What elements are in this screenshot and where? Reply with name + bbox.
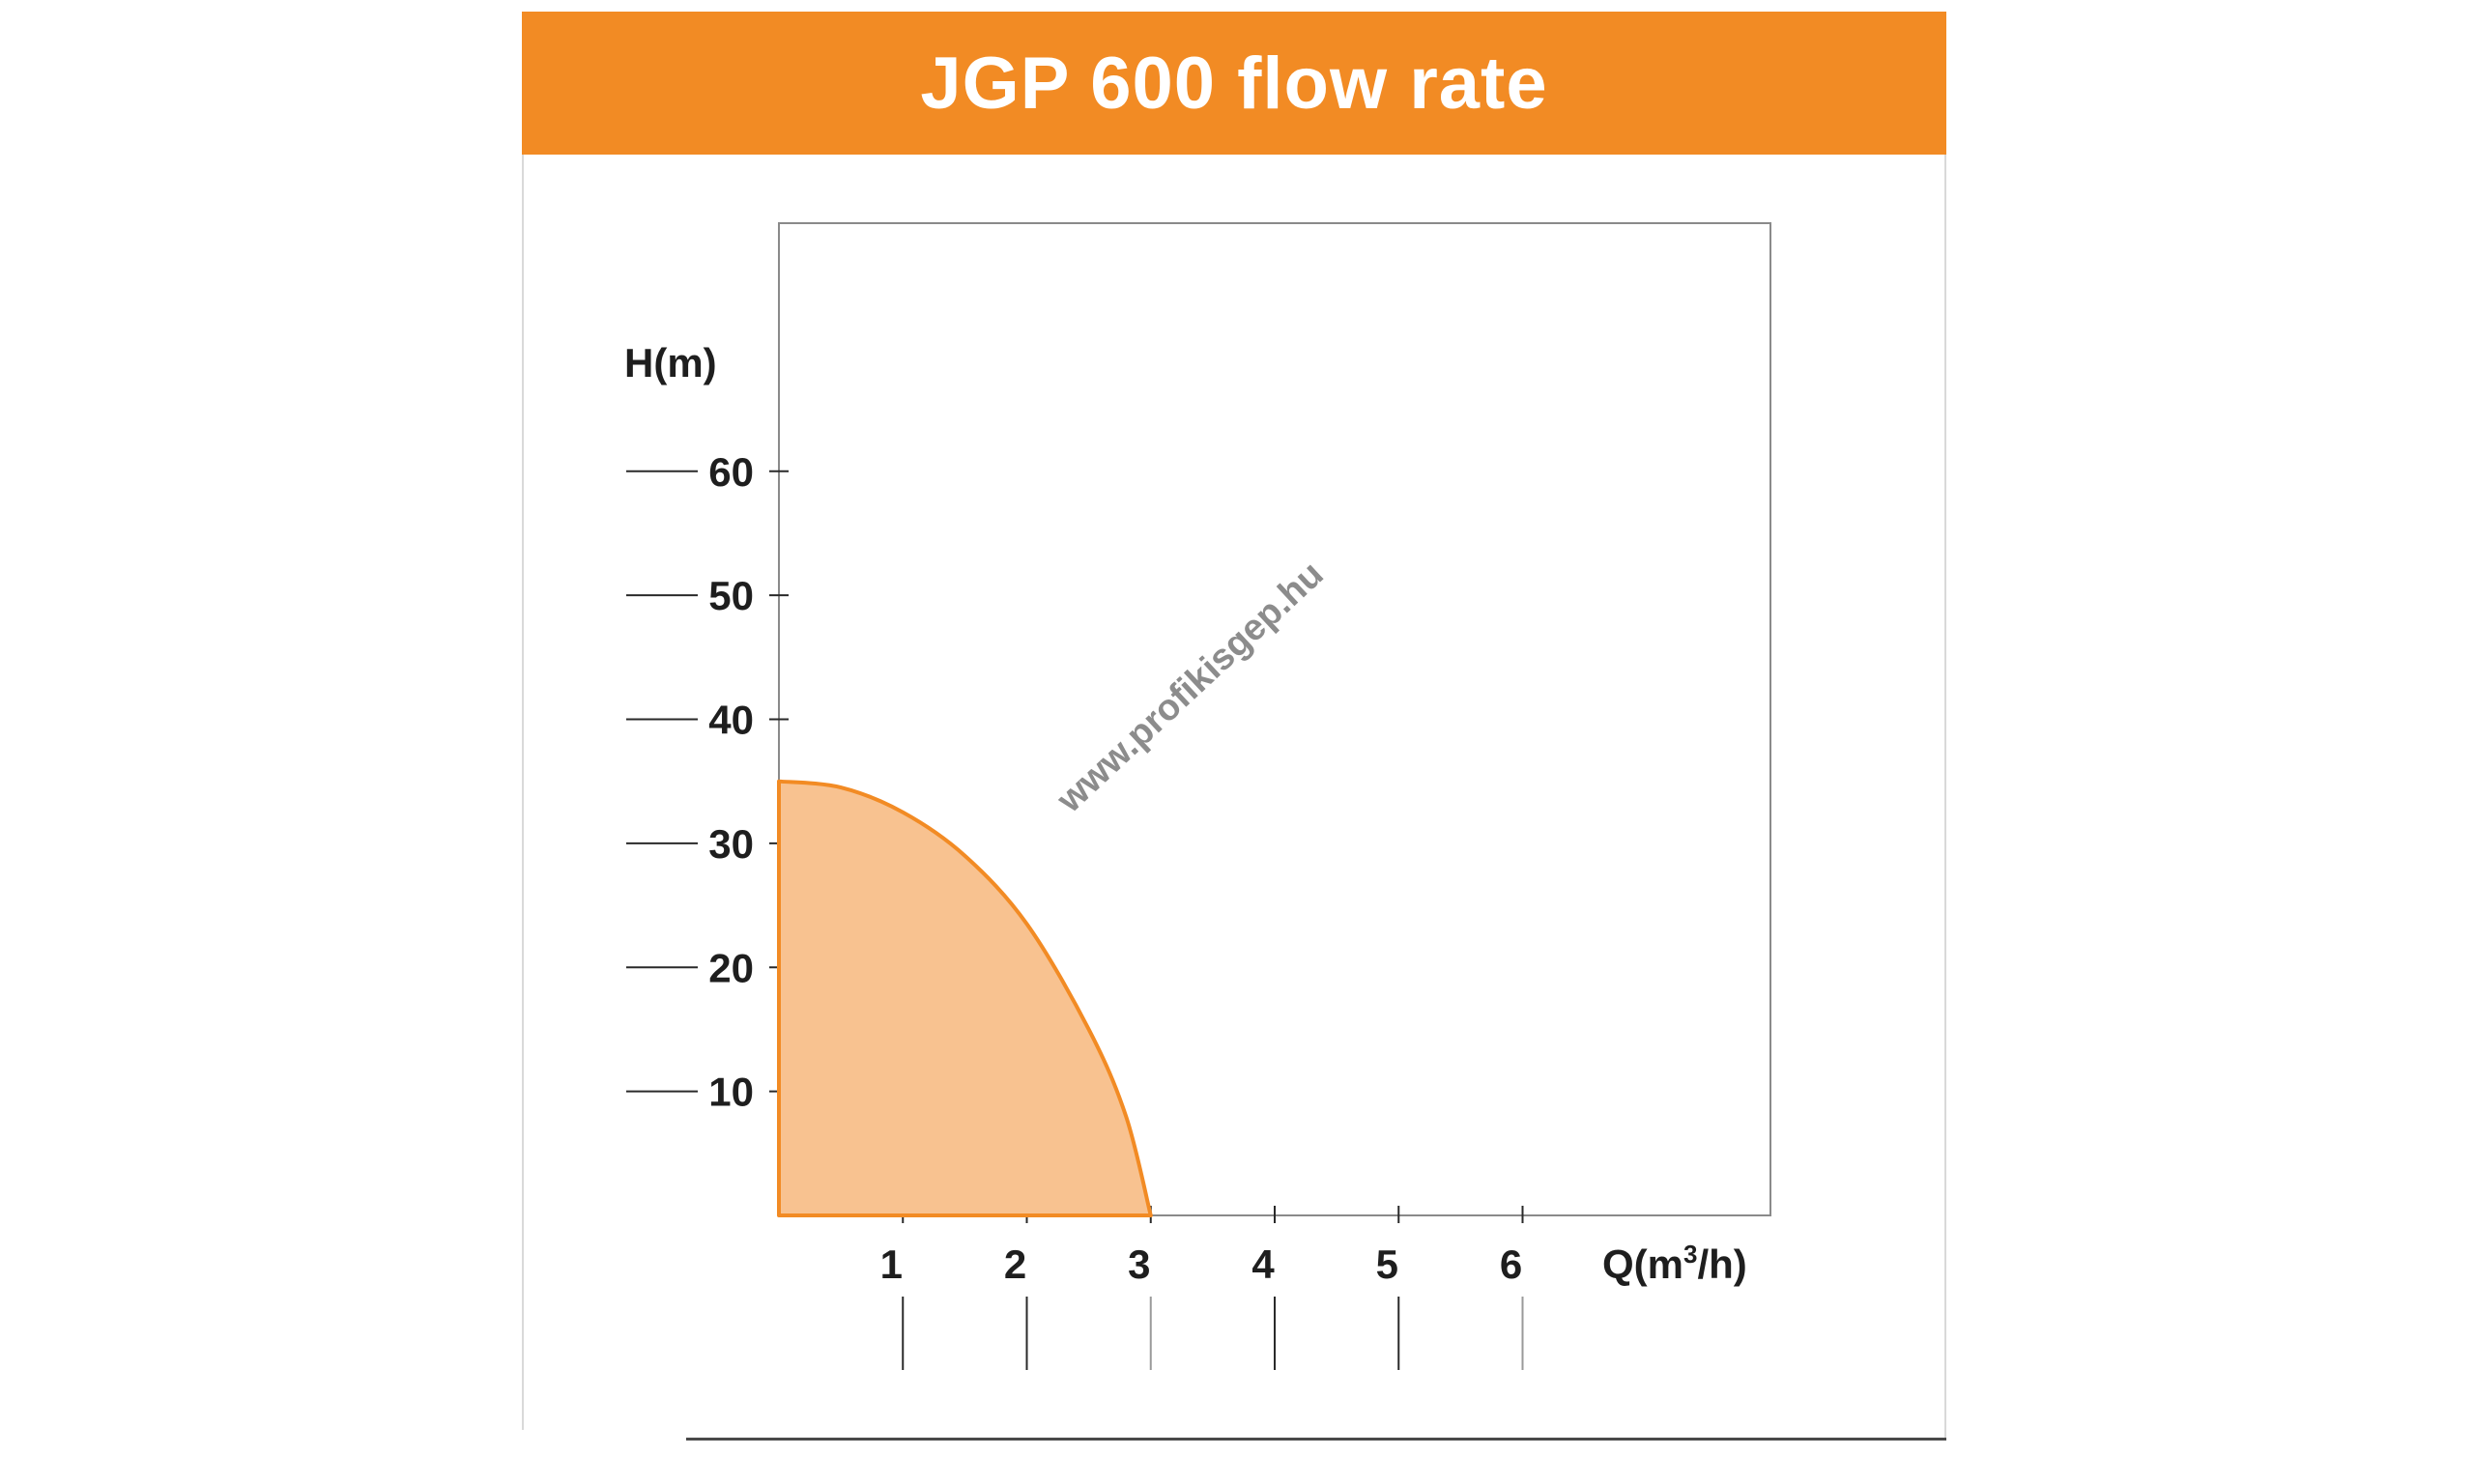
x-tick-label-3: 3	[1128, 1241, 1150, 1287]
x-axis-label-main: Q(m	[1602, 1241, 1683, 1287]
chart-title: JGP 600 flow rate	[920, 42, 1548, 125]
x-tick-label-2: 2	[1004, 1241, 1026, 1287]
x-axis-label-end: /h)	[1697, 1241, 1746, 1287]
card-right-border	[1944, 12, 1946, 1440]
y-axis-label: H(m)	[624, 340, 717, 385]
chart-card	[522, 12, 1946, 1441]
watermark-text: www.profikisgep.hu	[1049, 554, 1331, 821]
series-layer	[777, 779, 1153, 1217]
x-axis: 1 2 3 4 5 6	[880, 1206, 1524, 1370]
x-tick-label-6: 6	[1500, 1241, 1522, 1287]
x-tick-label-1: 1	[880, 1241, 903, 1287]
card-left-border	[522, 12, 524, 1430]
y-tick-label-40: 40	[708, 698, 754, 743]
y-tick-label-30: 30	[708, 821, 754, 867]
x-tick-label-4: 4	[1251, 1241, 1275, 1287]
y-tick-label-20: 20	[708, 945, 754, 990]
y-tick-label-60: 60	[708, 449, 754, 495]
title-bar: JGP 600 flow rate	[522, 12, 1946, 155]
card-bottom-border	[686, 1438, 1946, 1441]
x-tick-label-5: 5	[1376, 1241, 1398, 1287]
x-axis-label-sup: 3	[1683, 1240, 1697, 1269]
y-axis: 10 20 30 40 50 60	[626, 449, 789, 1115]
y-tick-label-10: 10	[708, 1070, 754, 1115]
y-tick-label-50: 50	[708, 573, 754, 618]
x-axis-label: Q(m3/h)	[1602, 1240, 1747, 1287]
series-area-0	[777, 779, 1153, 1217]
